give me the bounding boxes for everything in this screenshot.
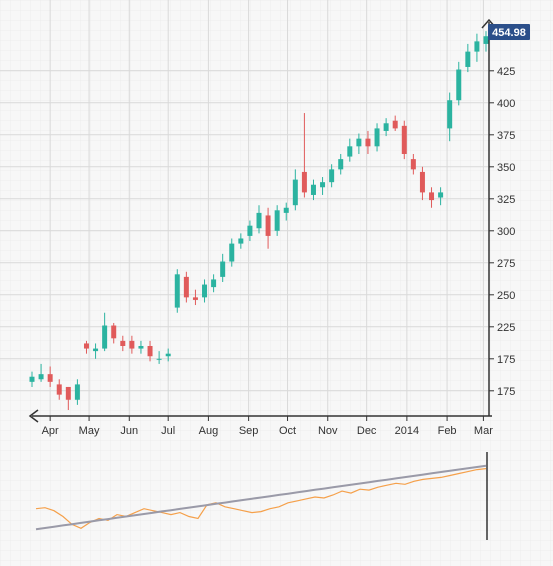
- candle-body: [56, 384, 62, 395]
- candle-body: [301, 171, 307, 193]
- y-tick-label: 350: [497, 162, 515, 174]
- candle-body: [320, 182, 326, 188]
- candle-body: [229, 243, 235, 262]
- candle-body: [211, 279, 217, 288]
- candle-body: [165, 353, 171, 357]
- candle-body: [93, 348, 99, 352]
- candle-body: [438, 192, 444, 198]
- candle-body: [365, 138, 371, 147]
- x-tick-label: Sep: [239, 425, 259, 437]
- candle-body: [383, 123, 389, 131]
- candle-body: [274, 210, 280, 231]
- candle-body: [120, 340, 126, 346]
- candle-body: [310, 184, 316, 195]
- y-tick-label: 175: [497, 354, 515, 366]
- candle-body: [256, 212, 262, 229]
- candle-body: [183, 276, 189, 298]
- candle-body: [192, 297, 198, 300]
- candle-body: [74, 384, 80, 400]
- candle-body: [265, 215, 271, 236]
- x-tick-label: Mar: [474, 425, 493, 437]
- candle-body: [111, 325, 117, 339]
- candle-body: [292, 179, 298, 206]
- x-tick-label: Feb: [438, 425, 457, 437]
- x-tick-label: Apr: [42, 425, 59, 437]
- x-tick-label: Aug: [199, 425, 219, 437]
- y-tick-label: 225: [497, 322, 515, 334]
- candle-body: [329, 169, 335, 183]
- candle-body: [29, 376, 35, 382]
- x-tick-label: Jul: [161, 425, 175, 437]
- last-price-label: 454.98: [492, 27, 526, 39]
- y-tick-label: 375: [497, 130, 515, 142]
- y-tick-label: 425: [497, 66, 515, 78]
- x-tick-label: Dec: [357, 425, 377, 437]
- candle-body: [474, 41, 480, 52]
- price-axis: [28, 18, 497, 423]
- candle-body: [410, 159, 416, 170]
- candle-body: [129, 340, 135, 349]
- x-tick-label: Jun: [120, 425, 138, 437]
- candle-body: [483, 36, 489, 44]
- candle-body: [401, 125, 407, 154]
- x-tick-label: Nov: [318, 425, 338, 437]
- candle-body: [147, 346, 153, 357]
- candle-body: [47, 374, 53, 382]
- y-tick-label: 325: [497, 194, 515, 206]
- candle-body: [220, 261, 226, 277]
- candle-body: [429, 192, 435, 201]
- candle-body: [338, 159, 344, 170]
- price-candles: [29, 31, 489, 410]
- candle-body: [38, 374, 44, 380]
- candle-body: [447, 100, 453, 129]
- candle-body: [102, 325, 108, 349]
- oscillator-lines: [35, 464, 487, 531]
- candle-body: [83, 343, 89, 349]
- candle-body: [392, 120, 398, 129]
- chevron-left-icon: [28, 409, 39, 423]
- candle-body: [347, 146, 353, 157]
- candle-body: [283, 207, 289, 213]
- candle-body: [238, 238, 244, 244]
- x-tick-label: 2014: [395, 425, 419, 437]
- y-tick-label: 400: [497, 98, 515, 110]
- x-ticks: Apr May Jun Jul Aug Sep Oct Nov Dec 2014 Feb Mar: [42, 416, 493, 437]
- candle-body: [465, 51, 471, 67]
- candle-body: [202, 284, 208, 298]
- x-tick-label: May: [79, 425, 100, 437]
- last-price-tag-bg: [488, 24, 530, 40]
- y-tick-label: 275: [497, 258, 515, 270]
- candle-body: [456, 69, 462, 101]
- last-price-tag: 454.98: [488, 24, 530, 40]
- y-tick-label: 250: [497, 290, 515, 302]
- candle-body: [138, 346, 144, 349]
- candle-body: [156, 358, 162, 360]
- x-tick-label: Oct: [279, 425, 296, 437]
- candle-body: [356, 138, 362, 147]
- y-ticks: 175 175 225 250 275 300 325 350 375 400 425: [489, 66, 515, 398]
- candle-body: [419, 171, 425, 193]
- y-tick-label: 300: [497, 226, 515, 238]
- candle-body: [65, 386, 71, 400]
- y-tick-label: 175: [497, 386, 515, 398]
- candle-body: [374, 128, 380, 147]
- candle-body: [247, 225, 253, 236]
- candle-body: [174, 274, 180, 308]
- trendline: [35, 464, 487, 531]
